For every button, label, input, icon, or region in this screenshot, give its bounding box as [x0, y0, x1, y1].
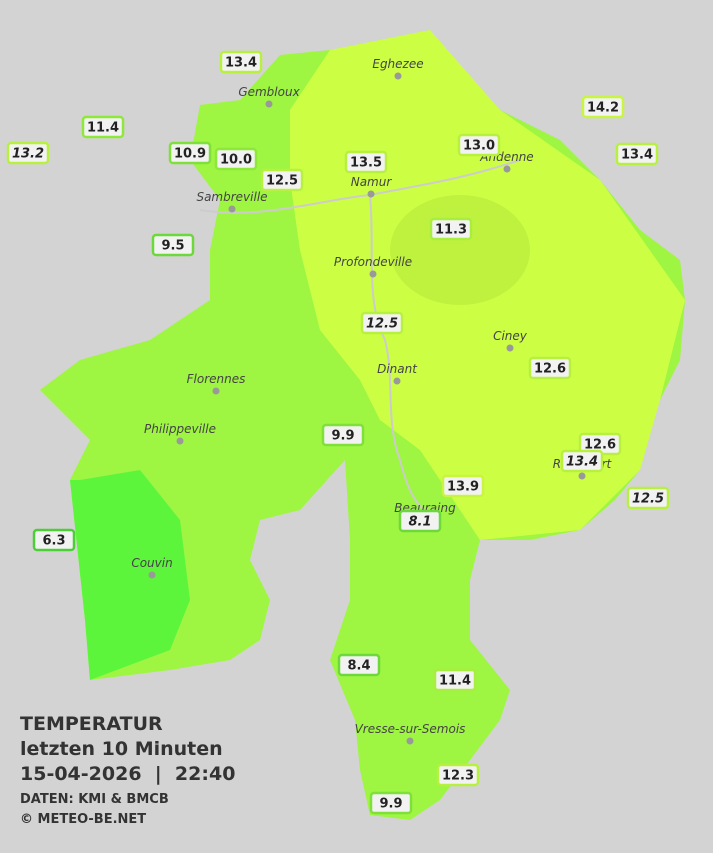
station-box — [457, 133, 501, 157]
legend-source: DATEN: KMI & BMCB — [20, 792, 169, 807]
station-box — [433, 668, 477, 692]
station-value: 12.6 — [534, 362, 566, 377]
station-value: 13.4 — [225, 56, 257, 71]
station-value: 10.0 — [220, 153, 252, 168]
station-value: 12.6 — [584, 438, 616, 453]
station-box — [360, 311, 404, 335]
station-box — [6, 141, 50, 165]
town-label: Profondeville — [334, 255, 412, 269]
station-value: 12.5 — [266, 174, 298, 189]
station-box — [344, 150, 388, 174]
town-dot — [212, 387, 220, 395]
station-value: 13.4 — [621, 148, 653, 163]
station-value: 9.5 — [161, 239, 184, 254]
town-label: Gembloux — [238, 85, 300, 99]
town-label: Philippeville — [144, 422, 216, 436]
station-value: 14.2 — [587, 101, 619, 116]
station-box — [321, 423, 365, 447]
town-dot — [228, 205, 236, 213]
station-box — [151, 233, 195, 257]
town-dot — [265, 100, 273, 108]
town-dot — [369, 270, 377, 278]
station-box — [32, 528, 76, 552]
legend-subtitle: letzten 10 Minuten — [20, 738, 223, 760]
station-box — [615, 142, 659, 166]
station-value: 8.4 — [347, 659, 370, 674]
station-value: 12.5 — [632, 492, 664, 507]
station-value: 12.3 — [442, 769, 474, 784]
station-box — [369, 791, 413, 815]
town-dot — [367, 190, 375, 198]
legend-title: TEMPERATUR — [20, 713, 163, 735]
station-box — [219, 50, 263, 74]
town-dot — [578, 472, 586, 480]
town-label: Dinant — [377, 362, 418, 376]
town-dot — [506, 344, 514, 352]
station-value: 11.4 — [87, 121, 119, 136]
town-dot — [394, 72, 402, 80]
station-box — [429, 217, 473, 241]
town-label: Eghezee — [372, 57, 423, 71]
town-dot — [503, 165, 511, 173]
town-dot — [176, 437, 184, 445]
town-dot — [148, 571, 156, 579]
station-box — [436, 763, 480, 787]
town-label: Sambreville — [196, 190, 267, 204]
town-label: Florennes — [187, 372, 246, 386]
cool-pocket — [390, 195, 530, 305]
cold-zone — [70, 470, 190, 680]
station-value: 13.9 — [447, 480, 479, 495]
station-box — [260, 168, 304, 192]
station-value: 6.3 — [42, 534, 65, 549]
station-box — [581, 95, 625, 119]
station-value: 8.1 — [408, 515, 431, 530]
town-label: Couvin — [131, 556, 172, 570]
town-dot — [406, 737, 414, 745]
station-value: 9.9 — [331, 429, 354, 444]
station-box — [168, 141, 212, 165]
legend-copyright: © METEO-BE.NET — [20, 812, 146, 827]
station-box — [528, 356, 572, 380]
station-box — [81, 115, 125, 139]
town-label: Vresse-sur-Semois — [355, 722, 466, 736]
station-value: 13.0 — [463, 139, 495, 154]
legend-datetime: 15-04-2026 | 22:40 — [20, 763, 235, 785]
station-value: 11.3 — [435, 223, 467, 238]
station-value: 9.9 — [379, 797, 402, 812]
station-box — [337, 653, 381, 677]
station-box — [560, 449, 604, 473]
station-value: 13.4 — [566, 455, 598, 470]
station-box — [626, 486, 670, 510]
station-value: 11.4 — [439, 674, 471, 689]
town-label: Ciney — [493, 329, 528, 343]
station-box — [214, 147, 258, 171]
station-value: 13.5 — [350, 156, 382, 171]
station-value: 10.9 — [174, 147, 206, 162]
town-dot — [393, 377, 401, 385]
station-value: 13.2 — [12, 147, 44, 162]
station-value: 12.5 — [366, 317, 398, 332]
town-label: Namur — [351, 175, 393, 189]
station-box — [398, 509, 442, 533]
station-box — [441, 474, 485, 498]
